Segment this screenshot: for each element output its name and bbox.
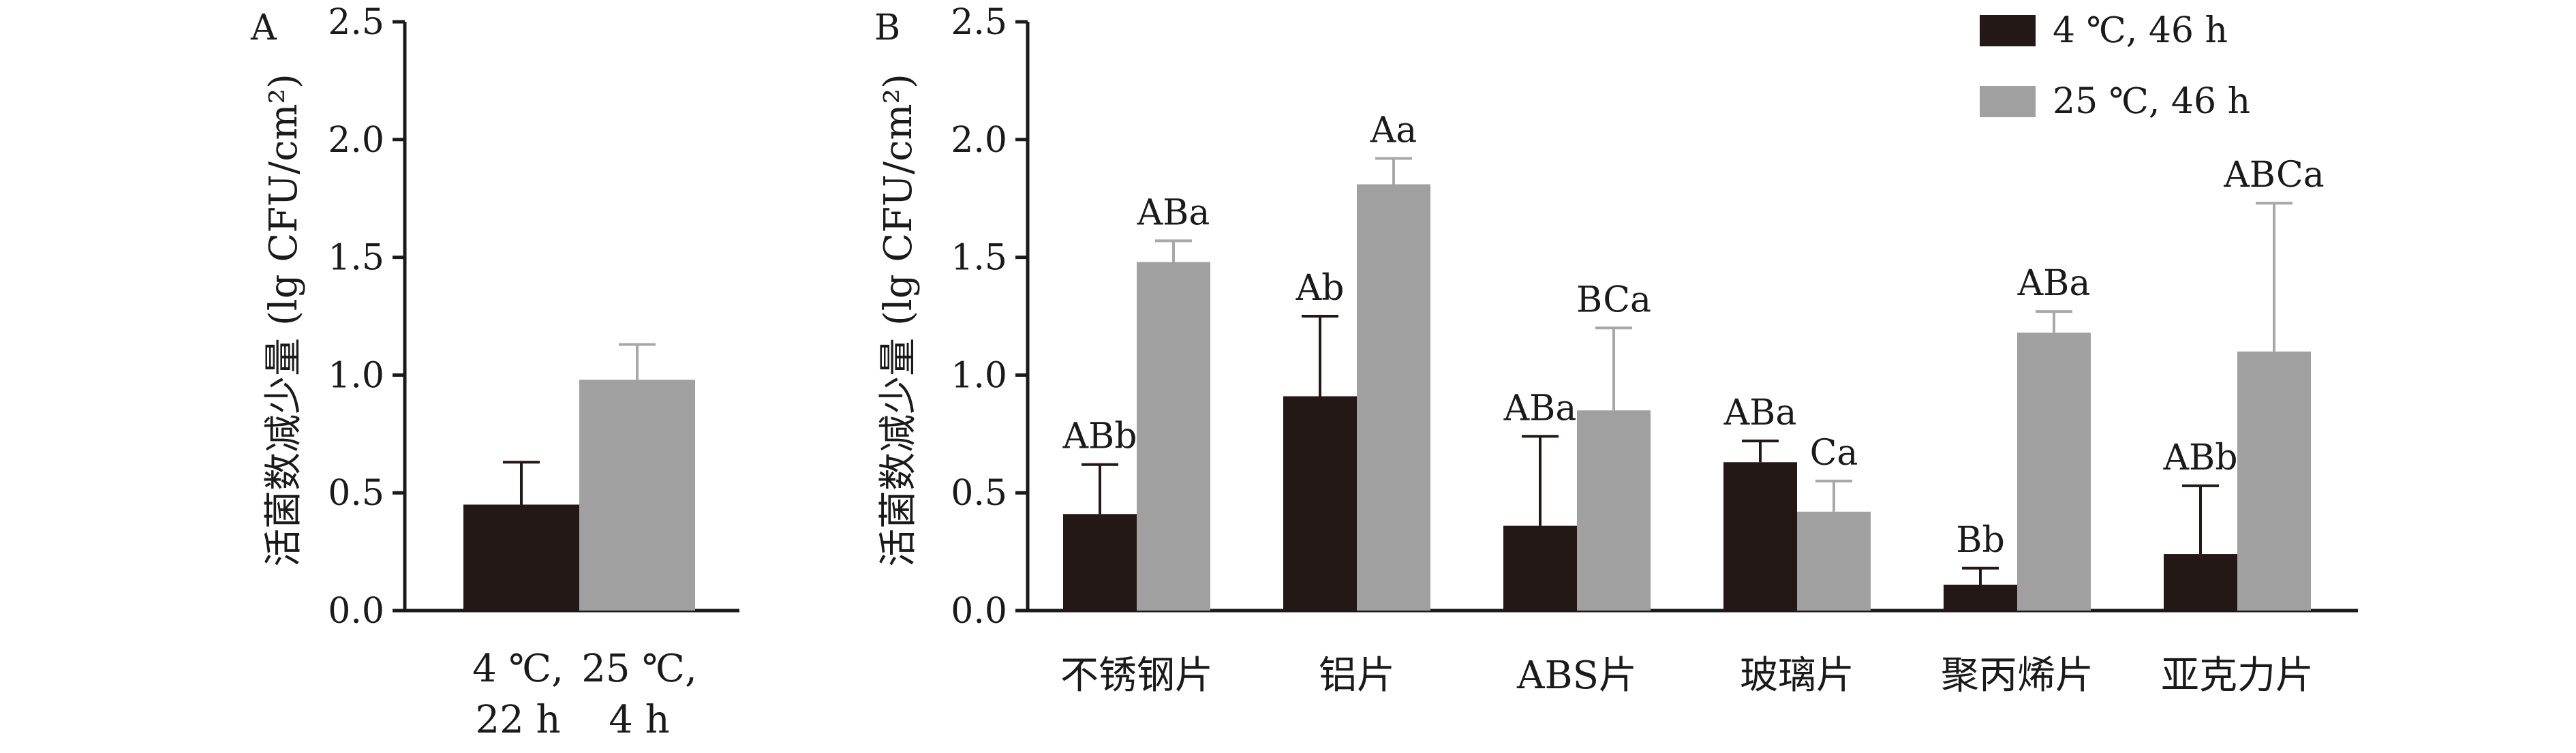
y-tick-label: 0.5: [951, 473, 1007, 514]
bar: [2017, 333, 2091, 611]
data-label: Ab: [1295, 268, 1345, 309]
panel-b: B 活菌数减少量 (lg CFU/cm²) 0.0 0.5 1.0 1.5 2.0 2.5…: [874, 2, 2358, 698]
legend-swatch: [1980, 86, 2036, 117]
x-tick-label: 不锈钢片: [1060, 654, 1213, 698]
data-label: BCa: [1576, 279, 1651, 320]
legend-label: 4 ℃, 46 h: [2053, 10, 2228, 51]
y-tick-label: 2.5: [328, 2, 384, 43]
x-tick-label: 22 h: [475, 698, 560, 742]
x-tick-label: ABS片: [1516, 654, 1637, 698]
panel-b-bars: ABb ABa Ab Aa ABa BCa ABa Ca Bb ABa ABb ABCa: [1062, 110, 2325, 611]
bar: [1723, 462, 1797, 611]
y-tick-label: 1.0: [328, 355, 384, 396]
panel-a-bars: [463, 343, 695, 611]
bar: [1944, 584, 2017, 611]
y-tick-label: 2.0: [328, 120, 384, 161]
y-tick-label: 0.0: [328, 591, 384, 632]
bar: [1577, 410, 1651, 611]
bar: [1357, 184, 1430, 611]
data-label: ABa: [1137, 192, 1210, 233]
bar: [1797, 511, 1871, 611]
bar: [2164, 554, 2237, 611]
y-tick-label: 2.5: [951, 2, 1007, 43]
panel-a-y-ticks: 0.0 0.5 1.0 1.5 2.0 2.5: [328, 2, 405, 632]
bar: [1137, 262, 1210, 611]
y-tick-label: 1.5: [951, 238, 1007, 279]
panel-a-label: A: [250, 7, 277, 48]
x-tick-label: 4 h: [609, 698, 670, 742]
bar: [579, 380, 695, 611]
y-tick-label: 0.0: [951, 591, 1007, 632]
data-label: ABa: [2017, 263, 2091, 304]
bar: [2237, 351, 2311, 611]
x-tick-label: 25 ℃,: [581, 647, 697, 691]
y-tick-label: 1.5: [328, 238, 384, 279]
panel-a: A 活菌数减少量 (lg CFU/cm²) 0.0 0.5 1.0 1.5 2.0 2.5…: [250, 2, 739, 742]
data-label: Bb: [1956, 520, 2005, 561]
bar: [1283, 396, 1357, 611]
data-label: Aa: [1370, 110, 1417, 151]
panel-b-x-labels: 不锈钢片 铝片 ABS片 玻璃片 聚丙烯片 亚克力片: [1060, 654, 2314, 698]
data-label: ABb: [1062, 416, 1137, 457]
bar: [463, 504, 579, 611]
data-label: ABa: [1503, 388, 1577, 429]
x-tick-label: 玻璃片: [1740, 654, 1854, 698]
data-label: Ca: [1810, 433, 1858, 474]
panel-a-x-labels: 4 ℃, 22 h 25 ℃, 4 h: [472, 647, 697, 742]
bar: [1503, 525, 1577, 611]
x-tick-label: 铝片: [1319, 654, 1395, 698]
x-tick-label: 4 ℃,: [472, 647, 564, 691]
data-label: ABb: [2162, 437, 2237, 478]
legend-label: 25 ℃, 46 h: [2053, 81, 2250, 122]
panel-b-y-ticks: 0.0 0.5 1.0 1.5 2.0 2.5: [951, 2, 1028, 632]
legend-swatch: [1980, 15, 2036, 46]
panel-a-y-axis-label: 活菌数减少量 (lg CFU/cm²): [262, 74, 306, 567]
legend: 4 ℃, 46 h 25 ℃, 46 h: [1980, 10, 2250, 122]
bar: [1063, 514, 1137, 611]
data-label: ABa: [1723, 393, 1797, 433]
y-tick-label: 1.0: [951, 355, 1007, 396]
x-tick-label: 聚丙烯片: [1941, 654, 2094, 698]
panel-b-label: B: [874, 7, 900, 48]
panel-b-y-axis-label: 活菌数减少量 (lg CFU/cm²): [876, 74, 921, 567]
data-label: ABCa: [2223, 155, 2325, 196]
y-tick-label: 2.0: [951, 120, 1007, 161]
x-tick-label: 亚克力片: [2161, 654, 2314, 698]
y-tick-label: 0.5: [328, 473, 384, 514]
